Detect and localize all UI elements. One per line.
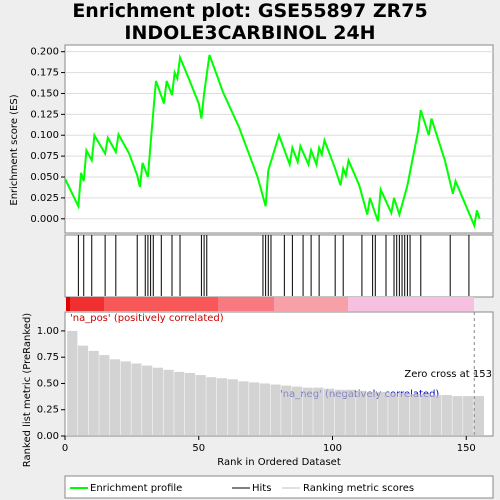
metric-bar [77,345,89,436]
metric-bar [302,387,313,436]
metric-bar [206,377,217,436]
y-tick-label: 0.025 [30,193,59,204]
annotation: 'na_pos' (positively correlated) [70,313,224,324]
metric-bar [430,395,442,436]
metric-bar [152,367,163,436]
metric-bar [441,395,452,436]
y-tick-label: 0.125 [30,109,59,120]
y-tick-label: 0.075 [30,151,59,162]
y-tick-label: 1.00 [37,326,59,337]
metric-bar [174,371,185,436]
metric-bar [99,355,110,436]
metric-bar [120,361,131,436]
metric-bar [259,383,270,436]
metric-bar [323,388,335,436]
metric-bar [67,330,78,436]
metric-bar [270,384,281,436]
metric-bar [281,385,292,436]
hits-panel [64,234,494,298]
y-tick-label: 0.75 [37,352,59,363]
metric-bar [409,393,420,436]
metric-bar [388,392,399,436]
annotation: Zero cross at 153 [404,369,492,380]
metric-bar [238,381,249,436]
y-tick-label: 0.150 [30,88,59,99]
y-tick-label: 0.000 [30,214,59,225]
metric-bar [452,396,463,436]
x-tick-label: 100 [323,443,342,454]
y-tick-label: 0.50 [37,378,59,389]
metric-bar [184,372,196,436]
metric-bar [366,391,377,436]
es-panel [64,44,494,234]
y-tick-label: 0.25 [37,405,59,416]
metric-bar [356,390,367,436]
metric-bar [249,382,260,436]
metric-bar [142,365,153,436]
legend-label: Ranking metric scores [303,483,414,494]
metric-bar [216,378,228,436]
legend [64,475,494,499]
metric-bar [420,393,431,436]
y-tick-label: 0.200 [30,47,59,58]
x-tick-label: 150 [457,443,476,454]
chart-title: Enrichment plot: GSE55897 ZR75 INDOLE3CA… [72,0,428,44]
metric-bar [88,350,99,436]
legend-label: Hits [252,483,271,494]
metric-bar [463,396,474,436]
y-tick-label: 0.100 [30,130,59,141]
y-axis-label: Ranked list metric (PreRanked) [22,313,33,467]
metric-bar [227,379,238,436]
y-tick-label: 0.050 [30,172,59,183]
metric-bar [334,389,345,436]
metric-bar [109,359,121,436]
metric-bar [398,392,410,436]
metric-bar [163,369,174,436]
metric-bar [345,389,356,436]
metric-bar [377,391,388,436]
x-axis-label: Rank in Ordered Dataset [217,457,341,468]
y-axis-label: Enrichment score (ES) [9,94,20,205]
metric-bar [195,375,206,436]
legend-label: Enrichment profile [90,483,182,494]
x-tick-label: 0 [62,443,68,454]
y-tick-label: 0.175 [30,68,59,79]
metric-bar [131,363,142,436]
x-tick-label: 50 [192,443,205,454]
es-curve [64,53,481,229]
color-bar [66,297,474,311]
metric-bar [313,387,324,436]
y-tick-label: 0.00 [37,431,59,442]
metric-bar [291,386,303,436]
metric-bar [473,396,484,436]
